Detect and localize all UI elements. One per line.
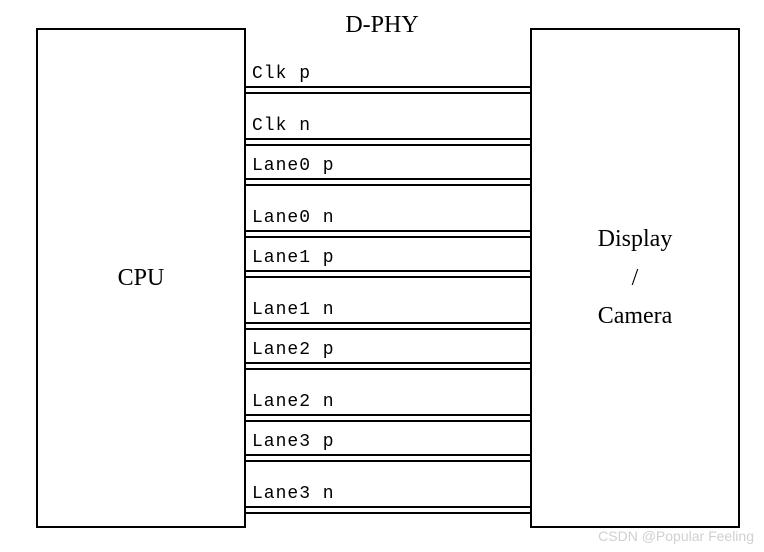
lane-line xyxy=(246,454,530,456)
lane-line xyxy=(246,460,530,462)
watermark-text: CSDN @Popular Feeling xyxy=(598,528,754,544)
lane-label: Lane2 p xyxy=(252,340,335,360)
lane-line xyxy=(246,178,530,180)
lane-line xyxy=(246,362,530,364)
lane-line xyxy=(246,230,530,232)
lane-label: Lane1 n xyxy=(252,300,335,320)
lane-line xyxy=(246,184,530,186)
cpu-box: CPU xyxy=(36,28,246,528)
lane-label: Clk n xyxy=(252,116,311,136)
lane-label: Lane0 n xyxy=(252,208,335,228)
lane-line xyxy=(246,138,530,140)
lane-line xyxy=(246,368,530,370)
lane-label: Lane0 p xyxy=(252,156,335,176)
display-label: Display xyxy=(598,220,673,258)
lane-line xyxy=(246,276,530,278)
lane-line xyxy=(246,506,530,508)
lane-line xyxy=(246,144,530,146)
camera-label: Camera xyxy=(598,297,673,335)
slash-label: / xyxy=(632,259,639,297)
lane-line xyxy=(246,322,530,324)
cpu-box-label: CPU xyxy=(118,259,165,297)
lane-line xyxy=(246,86,530,88)
lane-label: Lane1 p xyxy=(252,248,335,268)
lane-line xyxy=(246,92,530,94)
lane-line xyxy=(246,270,530,272)
lane-line xyxy=(246,512,530,514)
lane-label: Lane3 n xyxy=(252,484,335,504)
lane-label: Lane2 n xyxy=(252,392,335,412)
diagram-container: D-PHY CPU Display / Camera Clk pClk nLan… xyxy=(0,0,764,552)
lane-label: Clk p xyxy=(252,64,311,84)
lanes-area: Clk p Clk n Lane0 p Lane0 n Lane1 p Lane1 n La… xyxy=(246,28,530,498)
lane-line xyxy=(246,420,530,422)
lane-line xyxy=(246,328,530,330)
lane-line xyxy=(246,236,530,238)
display-camera-box: Display / Camera xyxy=(530,28,740,528)
lane-line xyxy=(246,414,530,416)
lane-label: Lane3 p xyxy=(252,432,335,452)
